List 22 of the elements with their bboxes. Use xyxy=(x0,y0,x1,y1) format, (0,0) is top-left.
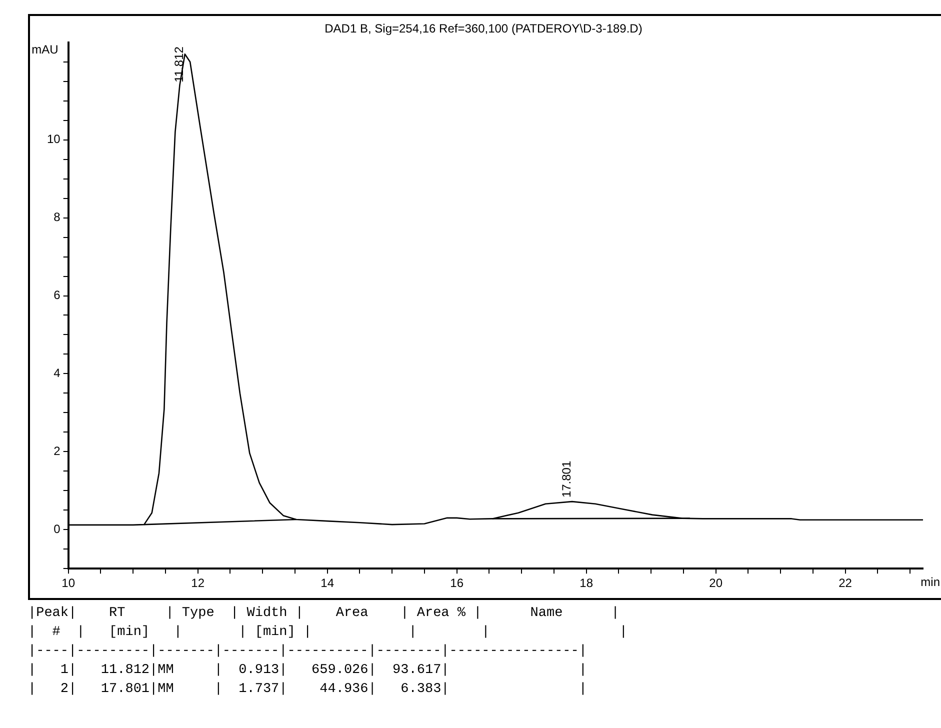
x-tick-label: 20 xyxy=(709,576,723,590)
y-axis-title: mAU xyxy=(32,42,58,57)
text: | 2| 17.801|MM | 1.737| 44.936| 6.383| | xyxy=(28,682,587,697)
y-tick-label: 10 xyxy=(46,132,61,146)
text: |----|---------|-------|-------|----------|--------|----------------| xyxy=(28,644,587,659)
y-tick-label: 4 xyxy=(54,366,61,380)
x-axis-title: min xyxy=(920,574,940,589)
y-tick-label: 2 xyxy=(54,444,61,458)
x-tick-label: 18 xyxy=(580,576,594,590)
x-tick-label: 12 xyxy=(191,576,205,590)
y-tick-label: 8 xyxy=(54,210,61,224)
text: | 1| 11.812|MM | 0.913| 659.026| 93.617| | xyxy=(28,663,587,678)
x-tick-label: 14 xyxy=(320,576,334,590)
annotation: 11.812 xyxy=(172,46,186,82)
y-tick-label: 6 xyxy=(54,288,61,302)
x-tick-label: 16 xyxy=(450,576,464,590)
y-tick-label: 0 xyxy=(54,522,61,536)
chart-title: DAD1 B, Sig=254,16 Ref=360,100 (PATDEROY\D-3-189.D) xyxy=(324,22,642,36)
text: |Peak| RT | Type | Width | Area | Area % | Name | xyxy=(28,606,620,621)
text: | # | [min] | | [min] | | | | xyxy=(28,625,628,640)
annotation: 17.801 xyxy=(560,460,574,498)
x-tick-label: 22 xyxy=(838,576,852,590)
